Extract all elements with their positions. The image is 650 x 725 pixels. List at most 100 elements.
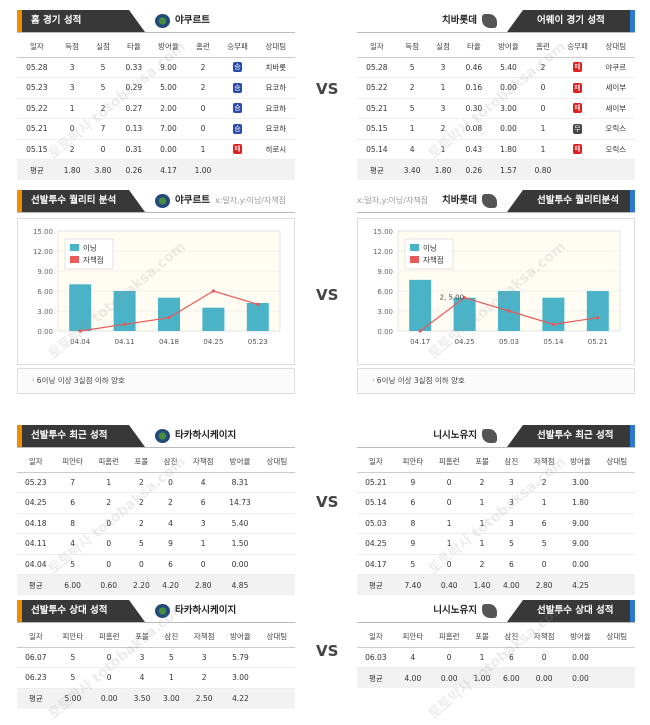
legend-swatch xyxy=(410,256,419,263)
pitcher-recent-section: 선발투수 최근 성적 타카하시케이지 일자 피안타 피홈런 포볼 삼진 자책점 방어율 상대팀… xyxy=(0,425,650,595)
column-header: 상대팀 xyxy=(596,37,635,58)
table-cell: 0 xyxy=(90,513,127,534)
table-cell: 6 xyxy=(394,492,432,514)
column-header: 상대팀 xyxy=(598,627,635,648)
average-cell: 4.20 xyxy=(155,574,186,595)
team-logo-icon xyxy=(482,429,497,443)
table-cell: 3 xyxy=(496,513,526,534)
x-tick-label: 05.03 xyxy=(499,338,519,346)
team-logo-icon xyxy=(155,429,170,443)
table-cell: 4 xyxy=(127,667,157,689)
table-cell: 3 xyxy=(56,77,88,99)
table-cell: 5 xyxy=(54,667,92,689)
home-pitcher-recent-table: 일자 피안타 피홈런 포볼 삼진 자책점 방어율 상대팀 05.23 7 1 2 0 4 8.31 04.25… xyxy=(17,452,295,595)
average-cell: 2.50 xyxy=(185,688,223,709)
table-cell: 0 xyxy=(185,554,222,575)
result-badge-icon: 무 xyxy=(573,123,583,134)
team-logo-icon xyxy=(155,194,170,208)
point-earned-runs xyxy=(596,316,600,320)
table-cell: 5.00 xyxy=(149,77,188,99)
table-cell: 9.00 xyxy=(149,57,188,78)
column-header: 승무패 xyxy=(558,37,597,58)
away-pitcher-vs-table: 일자 피안타 피홈런 포볼 삼진 자책점 방어율 상대팀 06.03 4 0 1 6 0 0.00 평균 4.0… xyxy=(357,627,635,688)
vs-label: VS xyxy=(316,80,339,98)
column-header: 일자 xyxy=(357,37,397,58)
table-cell: 1 xyxy=(427,77,459,99)
average-cell: 0.00 xyxy=(431,667,468,688)
average-cell xyxy=(596,159,635,180)
table-cell: 9 xyxy=(155,533,186,555)
table-cell: 0.27 xyxy=(118,98,150,119)
table-cell: 0 xyxy=(91,647,128,668)
table-cell: 4 xyxy=(396,139,428,160)
column-header: 방어율 xyxy=(562,627,599,648)
chart-svg: 0.00 3.00 6.00 9.00 12.00 15.00 04.17 04.25 05.0… xyxy=(373,228,621,346)
table-cell: 3 xyxy=(496,492,526,514)
pitcher-quality-section: 선발투수 퀄리티 분석 야쿠르트 x:일자,y:이닝/자책점 0.00 3.00 6… xyxy=(0,190,650,405)
column-header: 상대팀 xyxy=(258,452,295,473)
y-tick-label: 9.00 xyxy=(377,268,393,276)
home-pitcher-vs-panel: 선발투수 상대 성적 타카하시케이지 일자 피안타 피홈런 포볼 삼진 자책점 방어율 상대팀… xyxy=(17,600,295,709)
y-tick-label: 12.00 xyxy=(373,248,393,256)
table-cell: 14.73 xyxy=(221,492,259,514)
result-badge-icon: 승 xyxy=(233,103,243,114)
table-cell: 5 xyxy=(496,533,526,555)
table-cell: 2 xyxy=(126,513,156,534)
table-cell xyxy=(598,554,635,575)
average-cell xyxy=(218,159,257,180)
column-header: 피홈런 xyxy=(431,627,468,648)
table-cell: 4 xyxy=(185,472,222,493)
table-cell: 세이부 xyxy=(596,77,635,99)
table-cell: 5.40 xyxy=(489,57,528,78)
table-cell xyxy=(258,647,295,668)
vs-label: VS xyxy=(316,286,339,304)
table-cell: 3 xyxy=(496,472,526,493)
column-header: 홈런 xyxy=(527,37,559,58)
table-cell xyxy=(258,554,295,575)
table-row: 04.25 9 1 1 5 5 9.00 xyxy=(357,533,635,555)
table-cell: 4 xyxy=(394,647,432,668)
table-cell: 05.15 xyxy=(357,118,397,140)
column-header: 삼진 xyxy=(156,627,186,648)
average-cell: 3.00 xyxy=(156,688,186,709)
table-cell: 2.00 xyxy=(149,98,188,119)
column-header: 일자 xyxy=(17,37,57,58)
column-header: 피홈런 xyxy=(90,452,127,473)
team-logo-icon xyxy=(482,604,497,618)
y-tick-label: 6.00 xyxy=(37,288,53,296)
away-pitcher-vs-tab: 선발투수 상대 성적 xyxy=(507,600,635,622)
table-cell xyxy=(598,472,635,493)
legend-label: 자책점 xyxy=(423,255,444,265)
average-cell: 4.00 xyxy=(394,667,432,688)
result-cell: 승 xyxy=(218,98,257,119)
column-header: 일자 xyxy=(357,452,395,473)
result-badge-icon: 패 xyxy=(573,82,583,93)
table-cell: 7 xyxy=(54,472,91,493)
table-row: 05.28 3 5 0.33 9.00 2 승 치바롯 xyxy=(17,57,295,78)
y-tick-label: 0.00 xyxy=(377,328,393,336)
column-header: 홈런 xyxy=(187,37,219,58)
result-cell: 승 xyxy=(218,77,257,99)
table-cell: 2 xyxy=(427,118,459,140)
table-row: 05.28 5 3 0.46 5.40 2 패 야쿠르 xyxy=(357,57,635,78)
point-earned-runs xyxy=(167,316,171,320)
away-record-panel: 어웨이 경기 성적 치바롯데 일자 득점 실점 타율 방어율 홈런 승무패 상대팀 05.28 5… xyxy=(357,10,635,180)
table-cell: 3 xyxy=(127,647,157,668)
point-earned-runs xyxy=(78,329,82,333)
table-cell: 0 xyxy=(431,472,468,493)
table-cell: 05.14 xyxy=(357,139,397,160)
x-tick-label: 05.23 xyxy=(248,338,268,346)
table-cell: 06.23 xyxy=(17,667,55,689)
table-cell xyxy=(258,472,295,493)
result-cell: 패 xyxy=(558,77,597,99)
result-cell: 패 xyxy=(558,98,597,119)
divider xyxy=(17,622,295,623)
average-cell: 1.80 xyxy=(56,159,88,180)
result-badge-icon: 패 xyxy=(573,62,583,73)
team-logo-icon xyxy=(482,194,497,208)
column-header: 삼진 xyxy=(155,452,186,473)
pitcher-vs-section: 선발투수 상대 성적 타카하시케이지 일자 피안타 피홈런 포볼 삼진 자책점 방어율 상대팀… xyxy=(0,600,650,709)
table-cell: 0.46 xyxy=(458,57,490,78)
table-cell: 0.00 xyxy=(149,139,188,160)
table-cell: 04.04 xyxy=(17,554,55,575)
